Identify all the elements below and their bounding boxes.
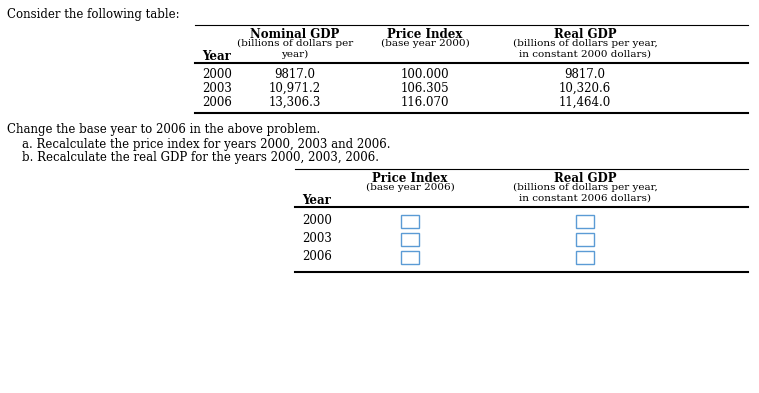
FancyBboxPatch shape: [576, 215, 594, 228]
FancyBboxPatch shape: [401, 215, 419, 228]
Text: 100.000: 100.000: [401, 68, 449, 81]
FancyBboxPatch shape: [576, 233, 594, 246]
Text: (base year 2006): (base year 2006): [366, 183, 455, 192]
Text: 9817.0: 9817.0: [565, 68, 606, 81]
Text: 2006: 2006: [302, 250, 332, 263]
Text: 2000: 2000: [302, 214, 332, 227]
Text: Year: Year: [303, 194, 332, 207]
Text: in constant 2000 dollars): in constant 2000 dollars): [519, 50, 651, 59]
FancyBboxPatch shape: [401, 251, 419, 264]
Text: (base year 2000): (base year 2000): [380, 39, 469, 48]
Text: 2003: 2003: [302, 232, 332, 245]
Text: 106.305: 106.305: [401, 82, 449, 95]
Text: a. Recalculate the price index for years 2000, 2003 and 2006.: a. Recalculate the price index for years…: [22, 138, 390, 151]
Text: 11,464.0: 11,464.0: [559, 96, 611, 109]
Text: (billions of dollars per year,: (billions of dollars per year,: [512, 39, 657, 48]
Text: in constant 2006 dollars): in constant 2006 dollars): [519, 194, 651, 203]
Text: Year: Year: [203, 50, 231, 63]
Text: 2006: 2006: [202, 96, 232, 109]
Text: 116.070: 116.070: [401, 96, 449, 109]
Text: 2003: 2003: [202, 82, 232, 95]
Text: (billions of dollars per: (billions of dollars per: [237, 39, 353, 48]
Text: 10,320.6: 10,320.6: [559, 82, 611, 95]
Text: 13,306.3: 13,306.3: [269, 96, 321, 109]
FancyBboxPatch shape: [576, 251, 594, 264]
Text: Change the base year to 2006 in the above problem.: Change the base year to 2006 in the abov…: [7, 123, 320, 136]
Text: 2000: 2000: [202, 68, 232, 81]
Text: Real GDP: Real GDP: [554, 172, 616, 185]
Text: year): year): [282, 50, 309, 59]
Text: Price Index: Price Index: [373, 172, 448, 185]
Text: 9817.0: 9817.0: [275, 68, 316, 81]
Text: Consider the following table:: Consider the following table:: [7, 8, 180, 21]
FancyBboxPatch shape: [401, 233, 419, 246]
Text: Nominal GDP: Nominal GDP: [250, 28, 339, 41]
Text: Real GDP: Real GDP: [554, 28, 616, 41]
Text: b. Recalculate the real GDP for the years 2000, 2003, 2006.: b. Recalculate the real GDP for the year…: [22, 151, 379, 164]
Text: 10,971.2: 10,971.2: [269, 82, 321, 95]
Text: (billions of dollars per year,: (billions of dollars per year,: [512, 183, 657, 192]
Text: Price Index: Price Index: [387, 28, 463, 41]
